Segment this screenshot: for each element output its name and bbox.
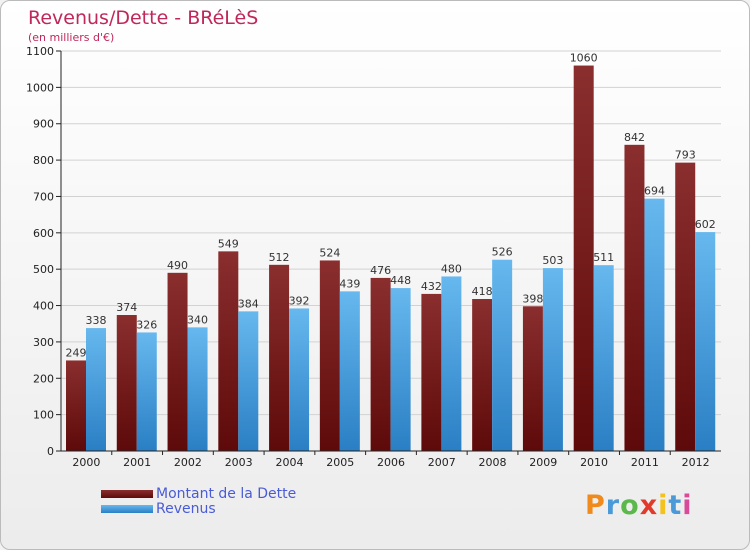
data-label-revenue-2001: 326 — [136, 318, 157, 331]
bar-revenue-2001 — [136, 332, 157, 451]
bar-debt-2012 — [675, 162, 696, 452]
data-label-debt-2004: 512 — [269, 251, 290, 264]
y-tick-label: 800 — [33, 154, 54, 167]
bar-debt-2002 — [167, 272, 188, 451]
x-tick-label-2010: 2010 — [580, 456, 608, 469]
bar-debt-2009 — [522, 306, 543, 451]
y-tick-label: 0 — [47, 445, 54, 458]
data-label-debt-2010: 1060 — [570, 52, 598, 65]
bar-revenue-2008 — [492, 259, 513, 451]
y-tick-label: 1100 — [26, 45, 54, 58]
bar-revenue-2006 — [390, 288, 411, 451]
chart-title: Revenus/Dette - BRéLèS — [28, 7, 259, 29]
x-tick-label-2006: 2006 — [377, 456, 405, 469]
bar-revenue-2003 — [238, 311, 259, 451]
bar-revenue-2004 — [289, 308, 310, 451]
data-label-debt-2011: 842 — [624, 131, 645, 144]
data-label-debt-2005: 524 — [319, 246, 340, 259]
bar-revenue-2012 — [695, 232, 716, 451]
bar-debt-2003 — [218, 251, 239, 451]
bar-debt-2011 — [624, 144, 645, 451]
bar-debt-2000 — [66, 360, 86, 451]
y-tick-label: 400 — [33, 300, 54, 313]
data-label-revenue-2003: 384 — [238, 297, 259, 310]
bar-debt-2001 — [116, 315, 137, 451]
bar-revenue-2011 — [644, 198, 665, 451]
x-tick-label-2005: 2005 — [326, 456, 354, 469]
y-tick-label: 1000 — [26, 81, 54, 94]
y-tick-label: 100 — [33, 409, 54, 422]
x-tick-label-2002: 2002 — [174, 456, 202, 469]
axes: 0 100 200 300 400 500 600 700 800 900 1000 1100 2000… — [26, 45, 721, 469]
data-label-debt-2009: 398 — [522, 292, 543, 305]
data-labels: 2493383743264903405493845123925244394764… — [66, 52, 716, 360]
data-label-debt-2000: 249 — [66, 346, 87, 359]
bar-debt-2004 — [269, 264, 290, 451]
data-label-revenue-2012: 602 — [695, 218, 716, 231]
bar-debt-2005 — [319, 260, 340, 451]
x-tick-label-2004: 2004 — [275, 456, 303, 469]
y-tick-label: 500 — [33, 263, 54, 276]
data-label-debt-2012: 793 — [675, 149, 696, 162]
bar-debt-2008 — [472, 299, 493, 451]
bar-revenue-2005 — [339, 291, 360, 451]
bar-revenue-2009 — [542, 268, 563, 451]
x-tick-label-2000: 2000 — [72, 456, 100, 469]
bar-revenue-2002 — [187, 327, 208, 451]
legend-swatch-revenue — [101, 505, 153, 513]
x-tick-label-2009: 2009 — [529, 456, 557, 469]
bar-revenue-2000 — [86, 328, 106, 451]
data-label-revenue-2006: 448 — [390, 274, 411, 287]
y-tick-label: 200 — [33, 372, 54, 385]
data-label-revenue-2011: 694 — [644, 185, 665, 198]
y-tick-label: 300 — [33, 336, 54, 349]
data-label-debt-2006: 476 — [370, 264, 391, 277]
bar-revenue-2007 — [441, 276, 462, 451]
data-label-revenue-2005: 439 — [339, 277, 360, 290]
bar-debt-2010 — [573, 65, 594, 451]
x-tick-label-2011: 2011 — [631, 456, 659, 469]
data-label-debt-2007: 432 — [421, 280, 442, 293]
data-label-revenue-2000: 338 — [86, 314, 107, 327]
x-tick-label-2012: 2012 — [682, 456, 710, 469]
data-label-debt-2008: 418 — [472, 285, 493, 298]
x-tick-label-2001: 2001 — [123, 456, 151, 469]
data-label-debt-2002: 490 — [167, 259, 188, 272]
bar-revenue-2010 — [593, 265, 614, 451]
data-label-revenue-2009: 503 — [542, 254, 563, 267]
bar-debt-2006 — [370, 277, 391, 451]
chart-subtitle: (en milliers d'€) — [28, 31, 115, 44]
x-tick-label-2003: 2003 — [225, 456, 253, 469]
legend-swatch-debt — [101, 490, 153, 498]
data-label-revenue-2010: 511 — [593, 251, 614, 264]
legend-label-debt: Montant de la Dette — [156, 486, 297, 502]
data-label-revenue-2008: 526 — [492, 246, 513, 259]
x-tick-label-2008: 2008 — [479, 456, 507, 469]
data-label-revenue-2002: 340 — [187, 313, 208, 326]
bars — [66, 65, 716, 452]
x-tick-label-2007: 2007 — [428, 456, 456, 469]
y-tick-label: 600 — [33, 227, 54, 240]
data-label-debt-2001: 374 — [116, 301, 137, 314]
data-label-debt-2003: 549 — [218, 237, 239, 250]
legend-label-revenue: Revenus — [156, 501, 216, 517]
y-tick-label: 700 — [33, 190, 54, 203]
data-label-revenue-2007: 480 — [441, 262, 462, 275]
proxiti-logo: Proxiti — [585, 490, 693, 521]
data-label-revenue-2004: 392 — [289, 294, 310, 307]
y-tick-label: 900 — [33, 118, 54, 131]
bar-debt-2007 — [421, 293, 442, 451]
